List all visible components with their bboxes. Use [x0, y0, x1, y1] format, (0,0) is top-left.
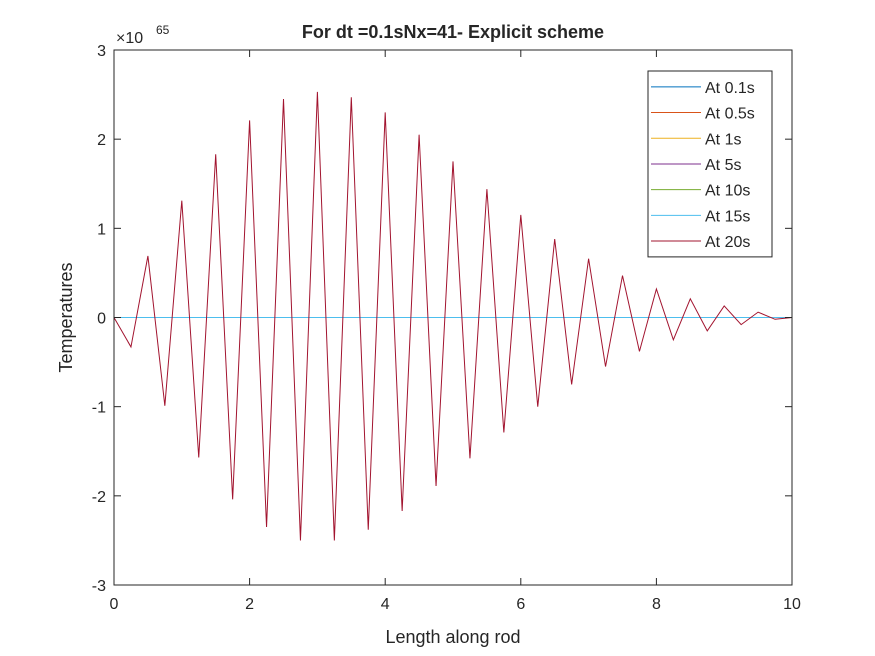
- y-tick-label-2: -1: [92, 400, 106, 417]
- x-tick-label-0: 0: [110, 596, 119, 613]
- y-tick-label-5: 2: [97, 132, 106, 149]
- y-exponent-power: 65: [156, 23, 170, 37]
- legend-label-6: At 15s: [705, 208, 750, 225]
- legend-label-4: At 5s: [705, 157, 741, 174]
- y-axis-label: Temperatures: [56, 262, 76, 372]
- ticks-layer: 0 2 4 6 8 10 -3 -2 -1 0 1 2 3: [92, 43, 801, 613]
- x-tick-label-2: 4: [381, 596, 390, 613]
- legend-label-2: At 0.5s: [705, 106, 755, 123]
- legend-label-1: At 0.1s: [705, 80, 755, 97]
- y-tick-label-0: -3: [92, 578, 106, 595]
- x-tick-label-1: 2: [245, 596, 254, 613]
- x-axis-label: Length along rod: [385, 627, 520, 647]
- y-tick-label-4: 1: [97, 221, 106, 238]
- x-tick-label-3: 6: [516, 596, 525, 613]
- chart-title: For dt =0.1sNx=41- Explicit scheme: [302, 22, 604, 42]
- legend: At 0.1s At 0.5s At 1s At 5s At 10s At 15s At 2…: [647, 70, 773, 258]
- y-tick-label-3: 0: [97, 311, 106, 328]
- series-line-7: [113, 91, 793, 541]
- legend-label-7: At 20s: [705, 234, 750, 251]
- series-layer: [113, 91, 793, 541]
- legend-label-3: At 1s: [705, 131, 741, 148]
- y-exponent-base: ×10: [116, 30, 143, 47]
- legend-label-5: At 10s: [705, 183, 750, 200]
- x-tick-label-5: 10: [783, 596, 801, 613]
- y-tick-label-6: 3: [97, 43, 106, 60]
- x-tick-label-4: 8: [652, 596, 661, 613]
- y-tick-label-1: -2: [92, 489, 106, 506]
